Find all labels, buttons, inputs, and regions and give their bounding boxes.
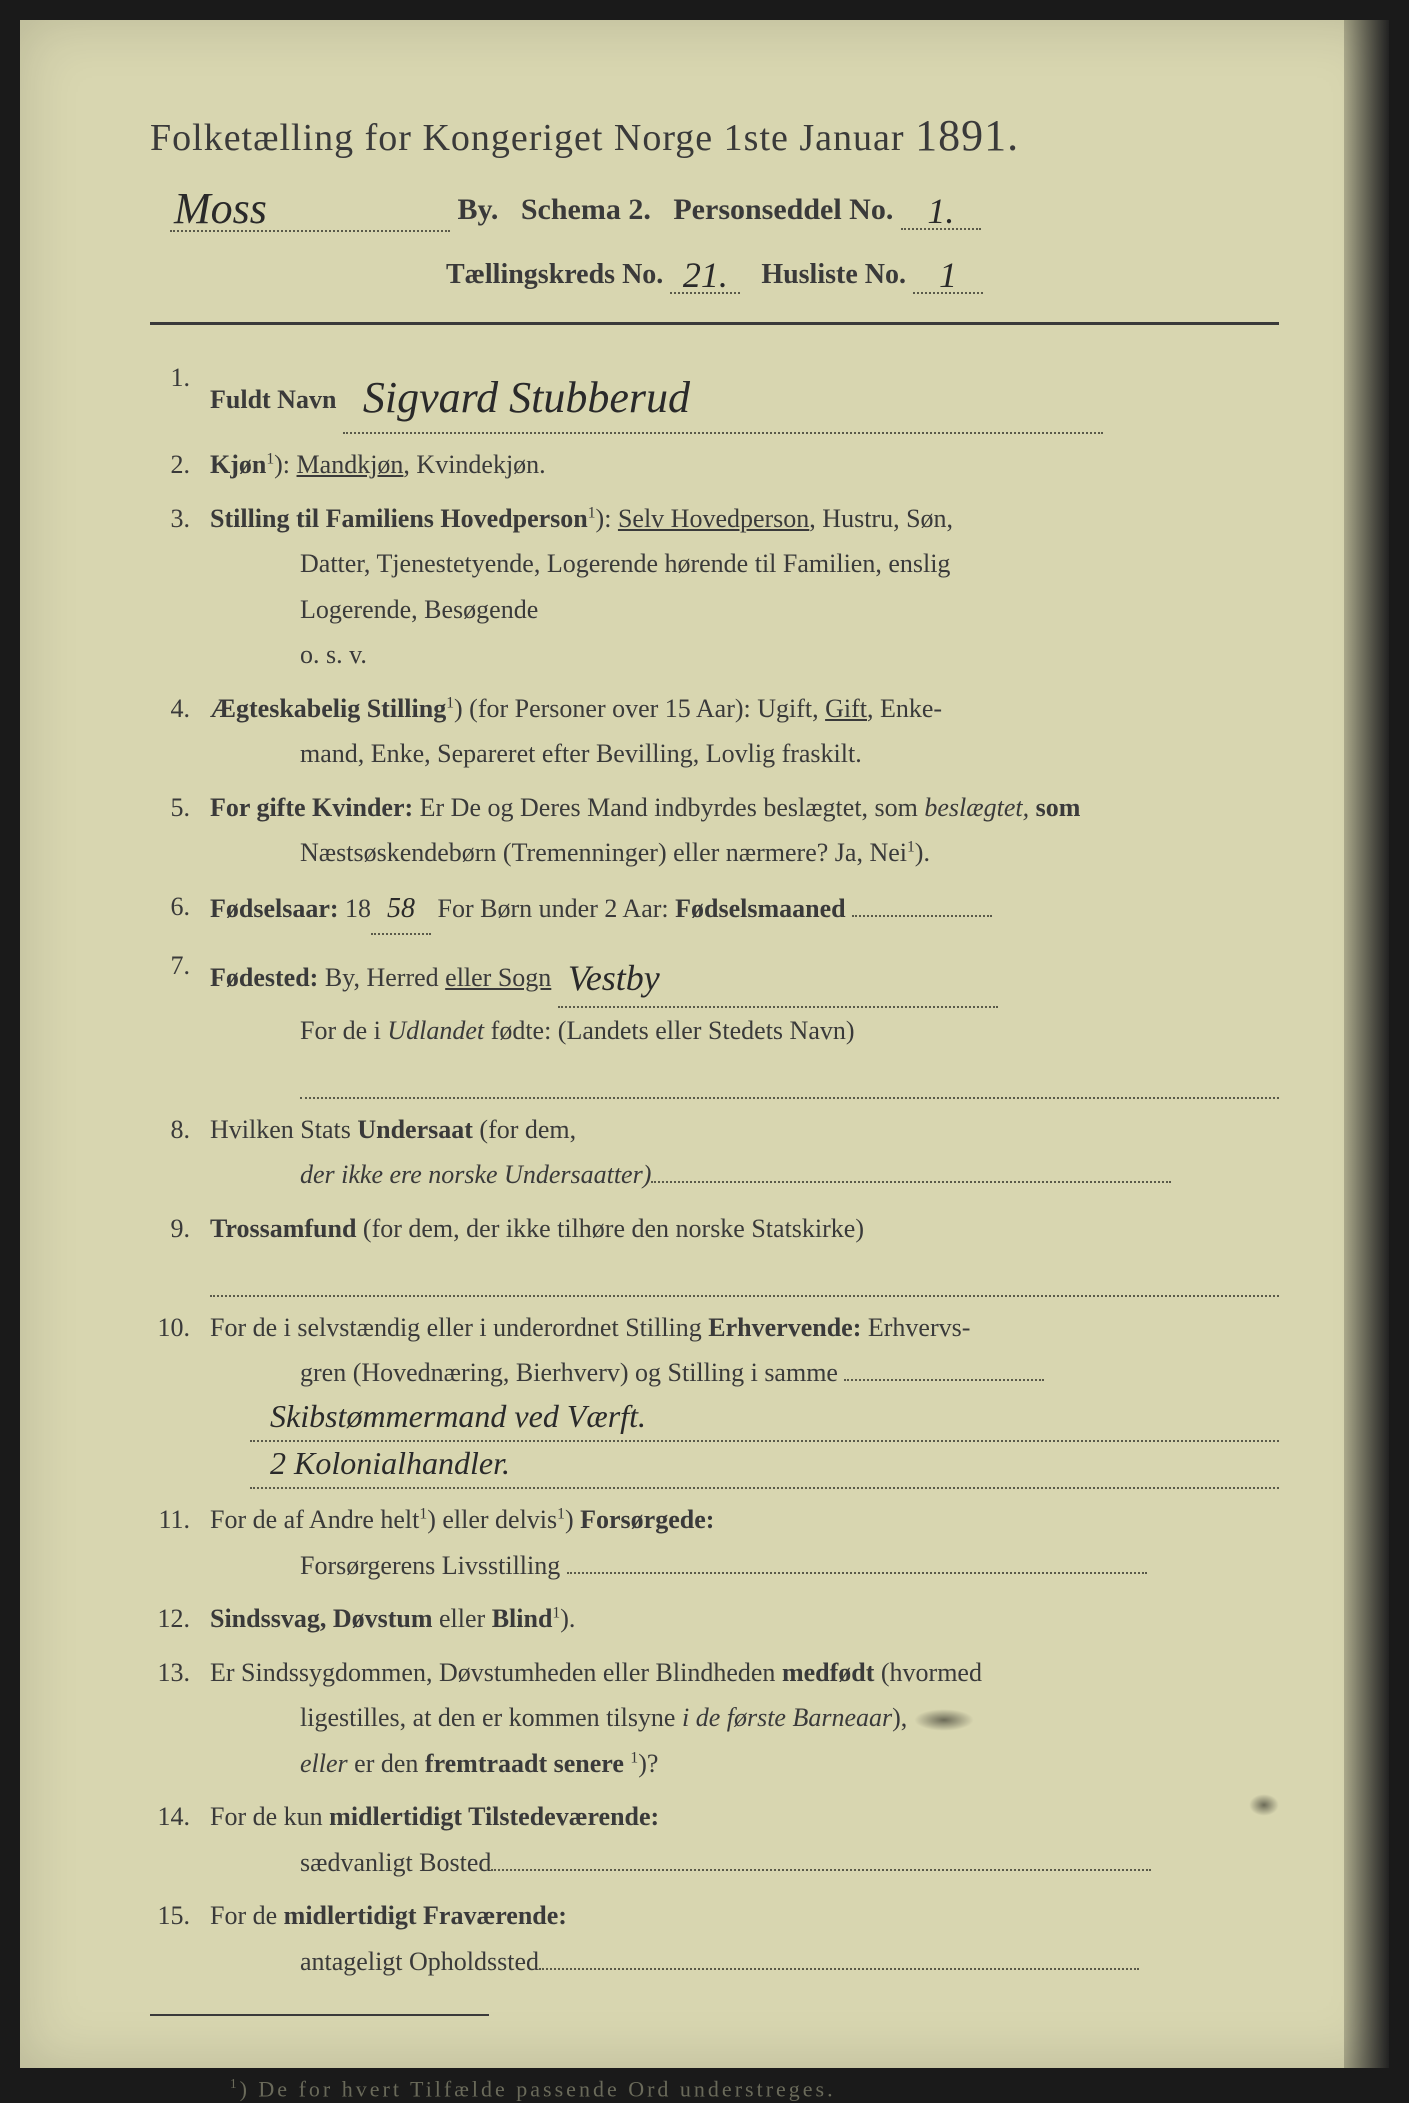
item-5-text: Er De og Deres Mand indbyrdes beslægtet,… <box>420 793 918 822</box>
item-12-label: Sindssvag, Døvstum <box>210 1604 433 1633</box>
item-3-label: Stilling til Familiens Hovedperson <box>210 504 588 533</box>
item-13: 13. Er Sindssygdommen, Døvstumheden elle… <box>150 1650 1279 1787</box>
item-12: 12. Sindssvag, Døvstum eller Blind1). <box>150 1596 1279 1642</box>
item-4: 4. Ægteskabelig Stilling1) (for Personer… <box>150 686 1279 777</box>
item-8-label: Hvilken Stats Undersaat <box>210 1115 473 1144</box>
city-handwritten: Moss <box>174 183 267 234</box>
item-1-label: Fuldt Navn <box>210 385 336 414</box>
item-2: 2. Kjøn1): Mandkjøn, Kvindekjøn. <box>150 442 1279 488</box>
ink-spot <box>1249 1794 1279 1816</box>
item-7-label: Fødested: <box>210 963 318 992</box>
item-10: 10. For de i selvstændig eller i underor… <box>150 1305 1279 1490</box>
footnote: 1) De for hvert Tilfælde passende Ord un… <box>150 2076 1279 2102</box>
item-3-underlined: Selv Hovedperson <box>618 504 809 533</box>
item-2-underlined: Mandkjøn <box>297 450 404 479</box>
by-label: By. <box>458 193 499 226</box>
ink-smudge <box>914 1709 974 1731</box>
form-items: 1. Fuldt Navn Sigvard Stubberud 2. Kjøn1… <box>150 355 1279 1984</box>
title-line: Folketælling for Kongeriget Norge 1ste J… <box>150 110 1279 161</box>
item-5-label: For gifte Kvinder: <box>210 793 413 822</box>
item-5: 5. For gifte Kvinder: Er De og Deres Man… <box>150 785 1279 876</box>
item-6: 6. Fødselsaar: 1858 For Børn under 2 Aar… <box>150 884 1279 935</box>
item-4-label: Ægteskabelig Stilling <box>210 694 446 723</box>
item-1: 1. Fuldt Navn Sigvard Stubberud <box>150 355 1279 434</box>
husliste-label: Husliste No. <box>761 259 906 290</box>
taellingskreds-no: 21. <box>683 254 728 296</box>
header-line-3: Tællingskreds No. 21. Husliste No. 1 <box>150 250 1279 294</box>
item-3-cont2: Logerende, Besøgende <box>210 587 1279 633</box>
item-3-cont3: o. s. v. <box>210 632 1279 678</box>
item-7: 7. Fødested: By, Herred eller Sogn Vestb… <box>150 943 1279 1099</box>
item-14: 14. For de kun midlertidigt Tilstedevære… <box>150 1794 1279 1885</box>
item-6-label2: Fødselsmaaned <box>675 894 845 923</box>
form-header: Folketælling for Kongeriget Norge 1ste J… <box>150 110 1279 294</box>
item-2-label: Kjøn <box>210 450 266 479</box>
item-7-value: Vestby <box>568 947 660 1010</box>
item-4-cont1: mand, Enke, Separeret efter Bevilling, L… <box>210 731 1279 777</box>
header-line-2: Moss By. Schema 2. Personseddel No. 1. <box>150 179 1279 232</box>
header-divider <box>150 322 1279 325</box>
personseddel-label: Personseddel No. <box>673 193 893 226</box>
item-4-underlined: Gift <box>825 694 867 723</box>
item-6-year: 58 <box>387 893 415 924</box>
item-11: 11. For de af Andre helt1) eller delvis1… <box>150 1497 1279 1588</box>
personseddel-no: 1. <box>927 190 954 232</box>
title-text: Folketælling for Kongeriget Norge 1ste J… <box>150 117 905 159</box>
footnote-rule <box>150 2014 489 2016</box>
item-6-label: Fødselsaar: <box>210 894 339 923</box>
census-form-page: Folketælling for Kongeriget Norge 1ste J… <box>20 20 1389 2068</box>
item-8: 8. Hvilken Stats Undersaat (for dem, der… <box>150 1107 1279 1198</box>
husliste-no: 1 <box>939 254 957 296</box>
item-9: 9. Trossamfund (for dem, der ikke tilhør… <box>150 1206 1279 1297</box>
item-1-value: Sigvard Stubberud <box>363 359 690 436</box>
title-year: 1891. <box>915 111 1019 160</box>
taellingskreds-label: Tællingskreds No. <box>446 259 663 290</box>
item-15: 15. For de midlertidigt Fraværende: anta… <box>150 1893 1279 1984</box>
schema-label: Schema 2. <box>521 193 651 226</box>
item-9-label: Trossamfund <box>210 1214 356 1243</box>
item-3: 3. Stilling til Familiens Hovedperson1):… <box>150 496 1279 678</box>
item-10-line2: 2 Kolonialhandler. <box>250 1442 1279 1489</box>
item-3-cont1: Datter, Tjenestetyende, Logerende hørend… <box>210 541 1279 587</box>
item-10-value2: 2 Kolonialhandler. <box>270 1435 510 1491</box>
